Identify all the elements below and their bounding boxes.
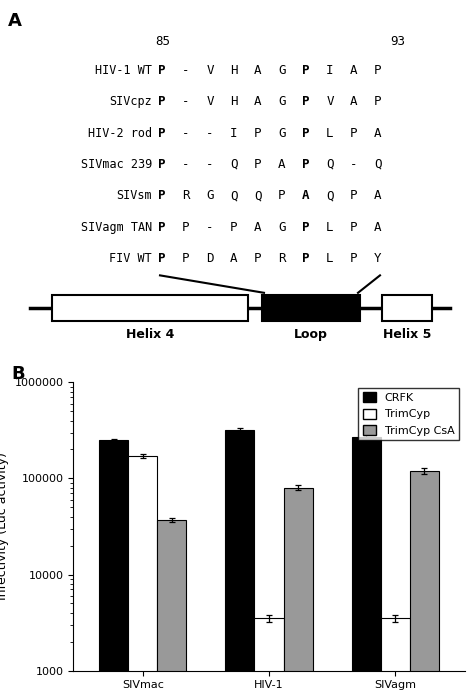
Text: SIVsm: SIVsm	[117, 190, 152, 202]
Text: 85: 85	[155, 35, 170, 48]
Text: A: A	[278, 158, 286, 171]
Text: P: P	[182, 221, 190, 234]
Text: A: A	[302, 190, 310, 202]
Bar	[100, 440, 128, 695]
Text: A: A	[350, 64, 358, 77]
Text: HIV-1 WT: HIV-1 WT	[95, 64, 152, 77]
Text: -: -	[206, 221, 214, 234]
Text: P: P	[158, 190, 166, 202]
Bar	[128, 456, 157, 695]
Bar	[52, 295, 248, 320]
Text: P: P	[254, 126, 262, 140]
Text: G: G	[278, 221, 286, 234]
Legend: CRFK, TrimCyp, TrimCyp CsA: CRFK, TrimCyp, TrimCyp CsA	[358, 388, 459, 440]
Bar	[157, 520, 186, 695]
Text: P: P	[302, 95, 310, 108]
Text: P: P	[302, 126, 310, 140]
Text: P: P	[350, 221, 358, 234]
Text: A: A	[8, 12, 22, 30]
Text: A: A	[350, 95, 358, 108]
Text: P: P	[182, 252, 190, 265]
Y-axis label: Infectivity (Luc activity): Infectivity (Luc activity)	[0, 452, 9, 600]
Text: P: P	[350, 190, 358, 202]
Text: G: G	[278, 126, 286, 140]
Text: D: D	[206, 252, 214, 265]
Text: SIVcpz: SIVcpz	[109, 95, 152, 108]
Text: G: G	[278, 64, 286, 77]
Text: Q: Q	[374, 158, 382, 171]
Text: A: A	[254, 64, 262, 77]
Text: P: P	[302, 158, 310, 171]
Text: P: P	[350, 126, 358, 140]
Text: V: V	[206, 64, 214, 77]
Text: R: R	[278, 252, 286, 265]
Text: -: -	[350, 158, 358, 171]
Text: P: P	[254, 252, 262, 265]
Text: R: R	[182, 190, 190, 202]
Text: Q: Q	[326, 158, 334, 171]
Text: -: -	[182, 126, 190, 140]
Text: I: I	[326, 64, 334, 77]
Text: P: P	[350, 252, 358, 265]
Text: Y: Y	[374, 252, 382, 265]
Text: G: G	[206, 190, 214, 202]
Text: Q: Q	[254, 190, 262, 202]
Text: L: L	[326, 221, 334, 234]
Text: P: P	[158, 126, 166, 140]
Text: G: G	[278, 95, 286, 108]
Text: P: P	[158, 158, 166, 171]
Text: V: V	[326, 95, 334, 108]
Text: P: P	[302, 252, 310, 265]
Text: Q: Q	[230, 158, 238, 171]
Bar	[382, 295, 432, 320]
Text: A: A	[374, 126, 382, 140]
Bar	[381, 619, 410, 695]
Text: A: A	[254, 95, 262, 108]
Text: V: V	[206, 95, 214, 108]
Bar	[262, 295, 360, 320]
Text: P: P	[374, 64, 382, 77]
Text: HIV-2 rod: HIV-2 rod	[88, 126, 152, 140]
Text: 93: 93	[390, 35, 405, 48]
Text: -: -	[206, 158, 214, 171]
Text: Q: Q	[326, 190, 334, 202]
Text: FIV WT: FIV WT	[109, 252, 152, 265]
Text: Helix 4: Helix 4	[126, 327, 174, 341]
Text: P: P	[278, 190, 286, 202]
Text: P: P	[158, 252, 166, 265]
Text: L: L	[326, 252, 334, 265]
Text: A: A	[254, 221, 262, 234]
Text: SIVmac 239: SIVmac 239	[81, 158, 152, 171]
Text: P: P	[158, 95, 166, 108]
Text: A: A	[374, 190, 382, 202]
Text: -: -	[182, 64, 190, 77]
Text: A: A	[374, 221, 382, 234]
Text: -: -	[182, 95, 190, 108]
Text: B: B	[12, 365, 26, 383]
Text: P: P	[230, 221, 238, 234]
Bar	[410, 471, 438, 695]
Text: P: P	[158, 221, 166, 234]
Bar	[352, 437, 381, 695]
Text: P: P	[302, 221, 310, 234]
Bar	[226, 430, 255, 695]
Text: I: I	[230, 126, 238, 140]
Text: P: P	[158, 64, 166, 77]
Text: L: L	[326, 126, 334, 140]
Text: H: H	[230, 95, 238, 108]
Text: A: A	[230, 252, 238, 265]
Text: Helix 5: Helix 5	[383, 327, 431, 341]
Text: -: -	[182, 158, 190, 171]
Text: P: P	[374, 95, 382, 108]
Text: P: P	[254, 158, 262, 171]
Text: H: H	[230, 64, 238, 77]
Text: Loop: Loop	[294, 327, 328, 341]
Bar	[283, 488, 312, 695]
Bar	[255, 619, 283, 695]
Text: SIVagm TAN: SIVagm TAN	[81, 221, 152, 234]
Text: -: -	[206, 126, 214, 140]
Text: Q: Q	[230, 190, 238, 202]
Text: P: P	[302, 64, 310, 77]
